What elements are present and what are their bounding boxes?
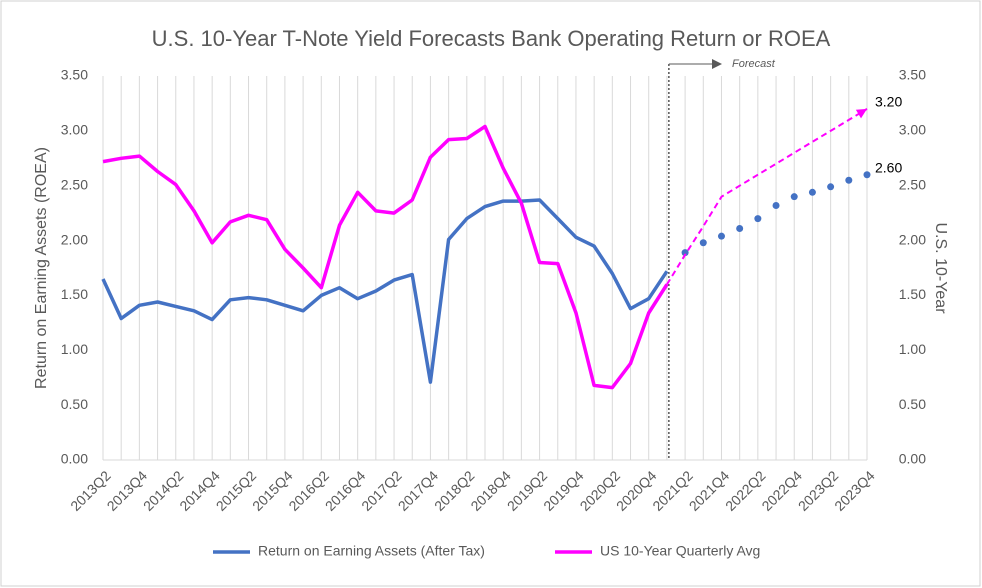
data-label: 2.60 <box>875 159 902 175</box>
y2-tick-label: 3.50 <box>899 67 926 83</box>
y2-axis-title: U.S. 10-Year <box>932 222 949 314</box>
y-tick-label: 2.00 <box>61 231 88 247</box>
y2-tick-label: 0.00 <box>899 451 926 467</box>
forecast-label: Forecast <box>732 58 776 70</box>
y2-tick-label: 3.00 <box>899 122 926 138</box>
y2-tick-label: 0.50 <box>899 396 926 412</box>
chart-title: U.S. 10-Year T-Note Yield Forecasts Bank… <box>152 26 831 51</box>
forecast-point <box>681 249 689 257</box>
forecast-arrowhead <box>712 59 722 69</box>
forecast-point <box>717 232 725 240</box>
line-series <box>102 124 669 390</box>
y-tick-label: 0.50 <box>61 396 88 412</box>
forecast-line <box>666 108 868 286</box>
forecast-point <box>863 171 871 179</box>
y-tick-label: 1.50 <box>61 286 88 302</box>
y-tick-label: 2.50 <box>61 176 88 192</box>
forecast-arrowhead <box>855 108 867 119</box>
y2-tick-label: 1.00 <box>899 341 926 357</box>
forecast-point <box>754 215 762 223</box>
forecast-point <box>736 225 744 233</box>
forecast-point <box>772 201 780 209</box>
forecast-point <box>845 176 853 184</box>
y-tick-label: 0.00 <box>61 451 88 467</box>
y2-tick-label: 2.00 <box>899 231 926 247</box>
data-label: 3.20 <box>875 94 902 110</box>
forecast-point <box>790 193 798 201</box>
y-axis-title: Return on Earning Assets (ROEA) <box>33 147 50 389</box>
line-series <box>101 198 669 384</box>
forecast-point <box>808 188 816 196</box>
legend-label: Return on Earning Assets (After Tax) <box>258 543 485 559</box>
forecast-point <box>827 183 835 191</box>
y2-tick-label: 1.50 <box>899 286 926 302</box>
y2-tick-label: 2.50 <box>899 176 926 192</box>
forecast-point <box>699 239 707 247</box>
y-tick-label: 1.00 <box>61 341 88 357</box>
legend-label: US 10-Year Quarterly Avg <box>600 543 760 559</box>
y-tick-label: 3.50 <box>61 67 88 83</box>
y-tick-label: 3.00 <box>61 122 88 138</box>
